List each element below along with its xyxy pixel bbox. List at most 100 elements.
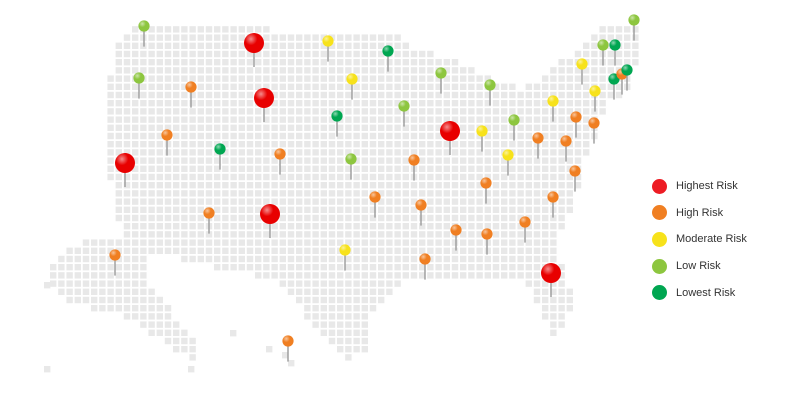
map-tile: [492, 124, 500, 131]
map-tile: [517, 141, 524, 148]
map-tile: [115, 75, 122, 82]
map-tile: [238, 223, 245, 230]
map-tile: [320, 173, 327, 181]
map-tile: [164, 149, 172, 156]
map-tile: [222, 50, 229, 58]
map-tile: [123, 223, 131, 230]
map-tile: [427, 67, 434, 74]
map-tile: [419, 165, 426, 172]
map-tile: [156, 50, 163, 58]
map-tile: [361, 67, 368, 74]
map-tile: [361, 329, 368, 336]
map-tile: [550, 149, 557, 156]
map-tile: [337, 239, 344, 246]
map-tile: [246, 206, 254, 213]
map-tile: [123, 91, 131, 99]
map-tile: [451, 247, 459, 254]
map-tile: [443, 149, 450, 156]
moderate-risk-dot-icon: [652, 231, 667, 247]
map-tile: [140, 50, 147, 58]
map-tile: [369, 100, 377, 107]
map-tile: [58, 272, 65, 279]
map-tile: [443, 214, 450, 222]
map-tile: [148, 34, 155, 41]
map-tile: [189, 100, 196, 107]
map-tile: [443, 198, 450, 205]
map-tile: [181, 157, 188, 164]
high-risk-pin: [588, 117, 600, 144]
map-tile: [82, 247, 90, 254]
map-tile: [222, 239, 229, 246]
map-tile: [271, 264, 278, 271]
map-tile: [107, 280, 114, 287]
map-tile: [287, 264, 295, 271]
map-tile: [205, 67, 213, 74]
map-tile: [156, 149, 163, 156]
map-tile: [279, 42, 286, 49]
map-tile: [107, 239, 114, 246]
map-tile: [181, 190, 188, 197]
map-tile: [287, 280, 295, 287]
map-tile: [533, 141, 541, 148]
map-tile: [214, 83, 221, 90]
map-tile: [255, 223, 262, 230]
map-tile: [132, 173, 139, 181]
map-tile: [484, 108, 491, 115]
map-tile: [337, 272, 344, 279]
map-tile: [369, 296, 377, 304]
map-tile: [156, 100, 163, 107]
map-tile: [189, 42, 196, 49]
map-tile: [255, 198, 262, 205]
map-tile: [132, 190, 139, 197]
legend-label: Highest Risk: [676, 180, 738, 193]
map-tile: [205, 34, 213, 41]
map-tile: [345, 288, 352, 295]
map-tile: [378, 255, 385, 263]
map-tile: [402, 206, 409, 213]
map-tile: [181, 165, 188, 172]
map-tile: [476, 198, 483, 205]
map-tile: [369, 255, 377, 263]
map-tile: [296, 34, 303, 41]
map-tile: [525, 124, 532, 131]
map-tile: [558, 157, 565, 164]
map-tile: [566, 165, 573, 172]
map-tile: [583, 100, 590, 107]
map-tile: [599, 75, 606, 82]
map-tile: [230, 223, 237, 230]
map-tile: [132, 149, 139, 156]
map-tile: [369, 206, 377, 213]
map-tile: [255, 255, 262, 263]
map-tile: [115, 149, 122, 156]
map-tile: [222, 157, 229, 164]
map-tile: [279, 124, 286, 131]
map-tile: [164, 214, 172, 222]
high-risk-pin: [547, 191, 559, 218]
map-tile: [337, 42, 344, 49]
map-tile: [263, 34, 270, 41]
map-tile: [123, 83, 131, 90]
map-tile: [550, 173, 557, 181]
map-tile: [279, 264, 286, 271]
map-tile: [386, 141, 393, 148]
map-tile: [107, 91, 114, 99]
map-tile: [566, 173, 573, 181]
map-tile: [558, 91, 565, 99]
map-tile: [279, 91, 286, 99]
map-tile: [460, 100, 467, 107]
map-tile: [410, 247, 418, 254]
map-tile: [197, 182, 204, 189]
map-tile: [304, 100, 311, 107]
map-tile: [320, 67, 327, 74]
map-tile: [353, 255, 360, 263]
map-tile: [115, 247, 122, 254]
map-tile: [296, 149, 303, 156]
map-tile: [369, 223, 377, 230]
map-tile: [435, 264, 442, 271]
map-tile: [287, 75, 295, 82]
map-tile: [230, 91, 237, 99]
map-tile: [509, 214, 516, 222]
pin-highlight: [369, 191, 381, 203]
map-tile: [542, 165, 549, 172]
map-tile: [468, 116, 475, 123]
